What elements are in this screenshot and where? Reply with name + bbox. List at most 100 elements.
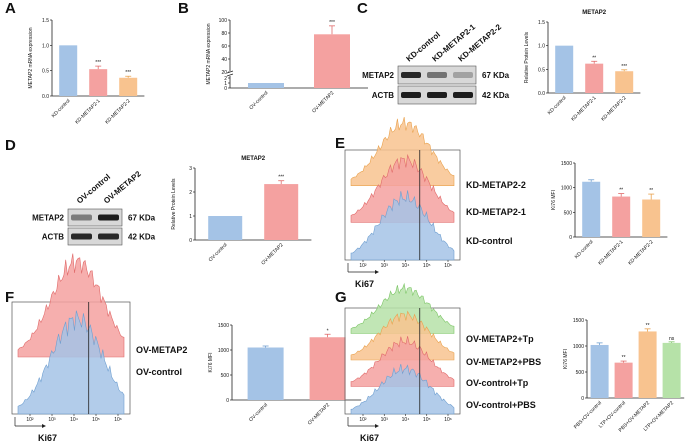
blot-protein-label: METAP2 bbox=[362, 71, 394, 80]
axis-arrow-head bbox=[42, 424, 46, 428]
x-tick-label: OV-control bbox=[208, 242, 229, 263]
x-tick-label: KD-control bbox=[547, 95, 568, 116]
y-tick-label: 1500 bbox=[561, 161, 572, 167]
x-tick-label: 10⁵ bbox=[423, 263, 431, 269]
chart-title: METAP2 bbox=[582, 10, 607, 16]
x-tick-label: 10⁴ bbox=[402, 417, 410, 423]
x-axis-label: Ki67 bbox=[38, 433, 57, 443]
blot-lane-label: KD-METAP2-1 bbox=[431, 22, 478, 63]
flow-histogram-f: OV-METAP2 OV-control 10² 10³ 10⁴ 10⁵ 10⁶ Ki67 bbox=[11, 253, 187, 443]
x-axis-label: Ki67 bbox=[360, 433, 379, 443]
blot-size-label: 67 KDa bbox=[128, 214, 156, 223]
bar bbox=[89, 69, 108, 96]
blot-band bbox=[453, 72, 473, 78]
histogram-curve bbox=[350, 336, 455, 387]
x-tick-label: 10² bbox=[26, 417, 34, 423]
y-tick-label: 1.5 bbox=[42, 18, 49, 24]
histogram-curve bbox=[17, 253, 125, 358]
y-tick-label: 1500 bbox=[573, 318, 584, 324]
y-tick-label: 1000 bbox=[573, 344, 584, 350]
x-tick-label: OV-METAP2 bbox=[311, 90, 335, 114]
x-axis-label: Ki67 bbox=[355, 279, 374, 289]
blot-band bbox=[401, 72, 421, 78]
blot-band bbox=[71, 233, 92, 240]
x-tick-label: KD-control bbox=[51, 98, 72, 119]
histogram-label: OV-METAP2 bbox=[136, 345, 187, 355]
y-axis-label: Ki76 MFI bbox=[208, 352, 214, 372]
histogram-label: OV-METAP2+PBS bbox=[466, 357, 541, 367]
x-tick-label: 10³ bbox=[48, 417, 56, 423]
axis-arrow-head bbox=[375, 270, 379, 274]
histogram-curve bbox=[17, 310, 125, 415]
y-tick-label: 1.5 bbox=[538, 20, 545, 26]
chart-title: METAP2 bbox=[241, 156, 266, 162]
bar bbox=[314, 34, 350, 88]
bar bbox=[582, 181, 601, 237]
x-tick-label: KD-METAP2-1 bbox=[74, 98, 102, 126]
x-tick-label: 10⁶ bbox=[444, 417, 452, 423]
blot-size-label: 67 KDa bbox=[482, 71, 510, 80]
significance-label: ** bbox=[622, 355, 626, 361]
x-tick-label: OV-control bbox=[248, 402, 269, 423]
y-tick-label: 3 bbox=[189, 166, 192, 172]
y-axis-label: METAP2 mRNA expression bbox=[28, 27, 34, 88]
blot-protein-label: ACTB bbox=[42, 233, 64, 242]
bar-chart-d: 0 1 2 3 Relative Protein Levels METAP2 OV-cont… bbox=[171, 156, 312, 266]
x-tick-label: OV-control bbox=[248, 90, 269, 111]
y-tick-label: 500 bbox=[221, 373, 230, 379]
flow-histogram-g: OV-METAP2+Tp OV-METAP2+PBS OV-control+Tp OV… bbox=[344, 282, 541, 443]
y-tick-label: 1500 bbox=[218, 323, 229, 329]
significance-label: *** bbox=[329, 20, 335, 26]
y-axis-label: Ki76 MFI bbox=[563, 349, 569, 369]
blot-lane-label: OV-METAP2 bbox=[102, 169, 143, 206]
x-tick-label: KD-METAP2-2 bbox=[627, 239, 655, 267]
blot-protein-label: METAP2 bbox=[32, 214, 64, 223]
bar bbox=[638, 331, 657, 398]
y-tick-label: 1.0 bbox=[538, 44, 545, 50]
bar bbox=[612, 196, 631, 237]
bar bbox=[119, 77, 138, 96]
axis-break-mark bbox=[226, 73, 234, 77]
x-tick-label: 10³ bbox=[381, 263, 389, 269]
panel-label-d: D bbox=[5, 137, 16, 154]
bar-chart-a: 0.0 0.5 1.0 1.5 METAP2 mRNA expression KD-con… bbox=[28, 18, 145, 126]
blot-band bbox=[453, 92, 473, 98]
blot-band bbox=[401, 92, 421, 98]
y-tick-label: 1000 bbox=[561, 186, 572, 192]
bar bbox=[247, 347, 284, 400]
y-tick-label: 0 bbox=[581, 396, 584, 402]
histogram-curve bbox=[350, 364, 455, 415]
histogram-label: OV-control bbox=[136, 367, 182, 377]
histogram-label: KD-METAP2-2 bbox=[466, 180, 526, 190]
x-tick-label: KD-METAP2-1 bbox=[597, 239, 625, 267]
blot-strip bbox=[67, 208, 123, 227]
x-tick-label: OV-METAP2 bbox=[260, 242, 284, 266]
x-tick-label: KD-METAP2-2 bbox=[600, 95, 628, 123]
y-tick-label: 0.5 bbox=[538, 67, 545, 73]
significance-label: ** bbox=[592, 55, 596, 61]
blot-band bbox=[71, 214, 92, 221]
bar bbox=[615, 71, 634, 93]
blot-band bbox=[427, 72, 447, 78]
bar bbox=[264, 184, 299, 240]
blot-strip bbox=[67, 227, 123, 246]
x-tick-label: 10⁴ bbox=[70, 417, 78, 423]
bar-chart-c: 0.0 0.5 1.0 1.5 Relative Protein Levels METAP… bbox=[524, 10, 641, 123]
x-tick-label: 10⁶ bbox=[444, 263, 452, 269]
panel-label-a: A bbox=[5, 0, 16, 17]
x-tick-label: 10⁵ bbox=[423, 417, 431, 423]
significance-label: ns bbox=[669, 336, 675, 342]
y-tick-label: 500 bbox=[576, 370, 585, 376]
significance-label: ** bbox=[646, 323, 650, 329]
blot-band bbox=[427, 92, 447, 98]
y-tick-label: 60 bbox=[221, 44, 227, 50]
histogram-curve bbox=[350, 153, 455, 223]
histogram-label: OV-control+Tp bbox=[466, 378, 529, 388]
x-tick-label: KD-METAP2-1 bbox=[570, 95, 598, 123]
y-tick-label: 1.0 bbox=[42, 43, 49, 49]
axis-arrow-head bbox=[375, 424, 379, 428]
y-tick-label: 1 bbox=[224, 81, 227, 87]
axis-break-gap bbox=[227, 71, 233, 76]
